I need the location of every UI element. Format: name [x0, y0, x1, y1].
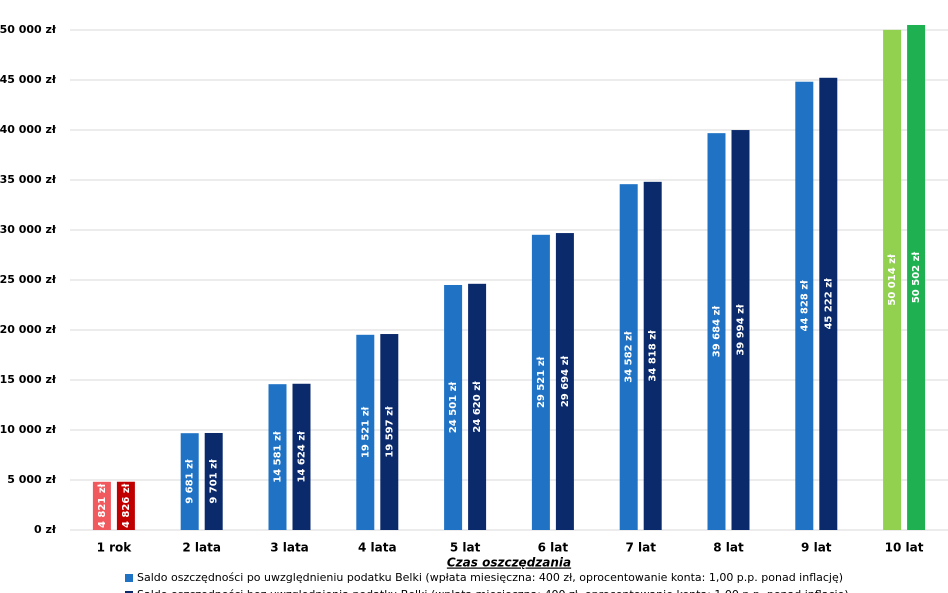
bar [380, 334, 399, 530]
bar [468, 283, 487, 530]
value-label: 50 014 zł [887, 254, 898, 306]
y-tick-label: 30 000 zł [0, 223, 57, 236]
y-tick-label: 45 000 zł [0, 73, 57, 86]
bar [819, 77, 838, 530]
x-tick-label: 3 lata [270, 541, 309, 555]
bar [356, 334, 375, 530]
value-label: 4 821 zł [97, 483, 108, 528]
value-label: 24 501 zł [448, 382, 459, 434]
bar [907, 24, 926, 530]
x-tick-label: 8 lat [713, 541, 744, 555]
value-label: 39 684 zł [712, 306, 723, 358]
bar [731, 130, 750, 530]
bar [116, 481, 135, 530]
bar [180, 433, 199, 530]
x-tick-label: 9 lat [801, 541, 832, 555]
x-tick-label: 1 rok [97, 541, 133, 555]
x-tick-label: 10 lat [885, 541, 924, 555]
bar [204, 432, 223, 530]
value-label: 19 597 zł [384, 406, 395, 458]
bar [268, 384, 287, 530]
y-tick-label: 20 000 zł [0, 323, 57, 336]
bar [444, 284, 463, 530]
value-label: 9 681 zł [185, 459, 196, 504]
x-tick-label: 4 lata [358, 541, 397, 555]
bar [883, 29, 902, 531]
x-tick-label: 5 lat [450, 541, 481, 555]
legend-swatch [125, 591, 133, 593]
value-label: 39 994 zł [736, 304, 747, 356]
value-label: 34 582 zł [624, 331, 635, 383]
legend-label: Saldo oszczędności po uwzględnieniu poda… [137, 571, 843, 584]
value-label: 14 624 zł [297, 431, 308, 483]
bar [531, 234, 550, 531]
value-label: 34 818 zł [648, 330, 659, 382]
value-label: 29 521 zł [536, 356, 547, 408]
bar [555, 233, 574, 530]
y-tick-label: 10 000 zł [0, 423, 57, 436]
y-tick-label: 25 000 zł [0, 273, 57, 286]
y-tick-label: 5 000 zł [7, 473, 57, 486]
y-tick-label: 0 zł [34, 523, 57, 536]
bar [292, 383, 311, 530]
bar [619, 184, 638, 530]
value-label: 4 826 zł [121, 483, 132, 528]
value-label: 24 620 zł [472, 381, 483, 433]
value-label: 45 222 zł [823, 278, 834, 330]
y-tick-label: 15 000 zł [0, 373, 57, 386]
x-tick-label: 6 lat [538, 541, 569, 555]
value-label: 44 828 zł [799, 280, 810, 332]
bar [643, 181, 662, 530]
value-label: 14 581 zł [273, 431, 284, 483]
value-label: 19 521 zł [360, 406, 371, 458]
value-label: 9 701 zł [209, 459, 220, 504]
x-axis-title: Czas oszczędzania [447, 556, 571, 570]
legend-swatch [125, 574, 133, 582]
value-label: 29 694 zł [560, 356, 571, 408]
legend-label: Saldo oszczędności bez uwzględnienia pod… [137, 588, 849, 593]
bar [795, 81, 814, 530]
x-tick-label: 2 lata [182, 541, 221, 555]
y-tick-label: 35 000 zł [0, 173, 57, 186]
y-tick-label: 40 000 zł [0, 123, 57, 136]
x-tick-label: 7 lat [625, 541, 656, 555]
y-tick-label: 50 000 zł [0, 23, 57, 36]
bar [707, 133, 726, 530]
value-label: 50 502 zł [911, 252, 922, 304]
bar [92, 481, 111, 530]
